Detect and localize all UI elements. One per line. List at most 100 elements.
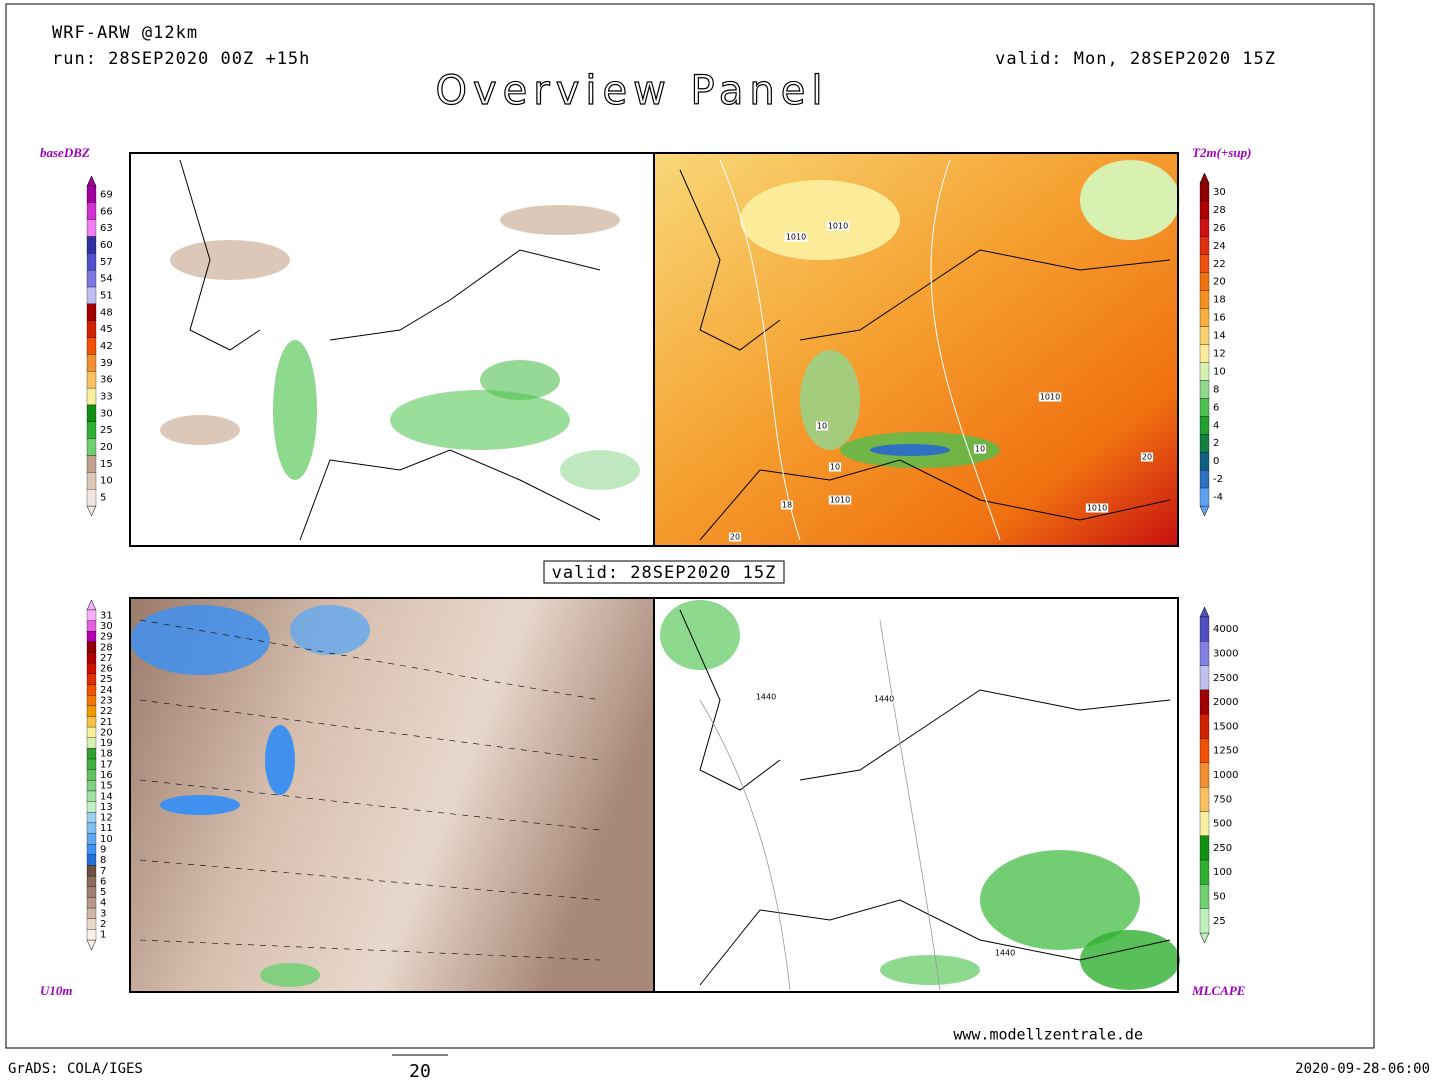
colorbar-label: 27 bbox=[100, 653, 113, 664]
colorbar-label: 10 bbox=[100, 476, 113, 487]
colorbar-swatch bbox=[86, 303, 97, 321]
colorbar-label: -4 bbox=[1213, 492, 1223, 503]
colorbar-label: 8 bbox=[1213, 384, 1219, 395]
colorbar-swatch bbox=[1199, 272, 1210, 291]
colorbar-label: 20 bbox=[100, 727, 113, 738]
colorbar-label: 18 bbox=[100, 749, 113, 760]
colorbar-label: 30 bbox=[1213, 187, 1226, 198]
colorbar-label: 33 bbox=[100, 392, 113, 403]
contour-label-bg bbox=[828, 462, 842, 472]
colorbar-swatch bbox=[86, 780, 97, 792]
colorbar-label: 100 bbox=[1213, 867, 1232, 878]
colorbar-swatch bbox=[1199, 487, 1210, 507]
colorbar-swatch bbox=[1199, 762, 1210, 788]
colorbar-label: 57 bbox=[100, 257, 113, 268]
colorbar-swatch bbox=[1199, 290, 1210, 309]
colorbar-label: 54 bbox=[100, 274, 113, 285]
site: www.modellzentrale.de bbox=[953, 1026, 1143, 1044]
center-box bbox=[543, 560, 785, 584]
colorbar-label: 66 bbox=[100, 206, 113, 217]
colorbar-label: 42 bbox=[100, 341, 113, 352]
contour-label-bg bbox=[828, 495, 852, 505]
colorbar-label: 12 bbox=[100, 813, 113, 824]
colorbar-label: 13 bbox=[100, 802, 113, 813]
colorbar-swatch bbox=[86, 865, 97, 877]
colorbar-swatch bbox=[1199, 689, 1210, 715]
contour-label: 20 bbox=[730, 533, 740, 542]
colorbar-swatch bbox=[86, 320, 97, 338]
colorbar-swatch bbox=[1199, 362, 1210, 381]
colorbar-swatch bbox=[1199, 811, 1210, 836]
colorbar-label: 36 bbox=[100, 375, 113, 386]
colorbar-swatch bbox=[1199, 182, 1210, 202]
contour-label-bg bbox=[973, 444, 987, 454]
run: run: 28SEP2020 00Z +15h bbox=[52, 49, 310, 69]
colorbar-swatch bbox=[1199, 416, 1210, 435]
colorbar-label: 18 bbox=[1213, 295, 1226, 306]
colorbar-label: 24 bbox=[100, 685, 113, 696]
colorbar-label: 4 bbox=[1213, 420, 1219, 431]
colorbar-swatch bbox=[86, 455, 97, 473]
colorbar-swatch bbox=[1199, 859, 1210, 885]
colorbar-swatch bbox=[1199, 254, 1210, 273]
colorbar-swatch bbox=[1199, 200, 1210, 220]
colorbar-label: 1 bbox=[100, 930, 106, 941]
software: GrADS: COLA/IGES bbox=[8, 1061, 143, 1077]
colorbar-swatch bbox=[86, 236, 97, 254]
colorbar-label: 2 bbox=[1213, 438, 1219, 449]
frame bbox=[5, 3, 1375, 1049]
colorbar-swatch bbox=[86, 663, 97, 675]
colorbar-swatch bbox=[86, 673, 97, 685]
colorbar-label: 29 bbox=[100, 632, 113, 643]
colorbar-label: 25 bbox=[100, 674, 113, 685]
colorbar-label: 1000 bbox=[1213, 770, 1238, 781]
dynamic-layer: baseDBZ696663605754514845423936333025201… bbox=[40, 145, 1251, 998]
contour-label: 10 bbox=[830, 463, 840, 472]
colorbar-label: 250 bbox=[1213, 843, 1232, 854]
colorbar-label: 31 bbox=[100, 610, 113, 621]
colorbar-swatch bbox=[1199, 218, 1210, 237]
colorbar-label: 51 bbox=[100, 290, 113, 301]
colorbar-label: 15 bbox=[100, 459, 113, 470]
colorbar-swatch bbox=[86, 202, 97, 220]
colorbar-label: 12 bbox=[1213, 348, 1226, 359]
map-cape bbox=[654, 598, 1180, 992]
colorbar-label: 63 bbox=[100, 223, 113, 234]
colorbar-label: 20 bbox=[1213, 277, 1226, 288]
colorbar-label: 23 bbox=[100, 695, 113, 706]
timestamp: 2020-09-28-06:00 bbox=[1295, 1061, 1430, 1077]
colorbar-label: 17 bbox=[100, 759, 113, 770]
colorbar-swatch bbox=[86, 354, 97, 372]
colorbar-label: 0 bbox=[1213, 456, 1219, 467]
contour-label-bg bbox=[993, 948, 1017, 958]
colorbar-swatch bbox=[1199, 452, 1210, 471]
colorbar-swatch bbox=[86, 854, 97, 866]
vector-scale: 20 bbox=[409, 1061, 431, 1080]
colorbar-swatch bbox=[86, 270, 97, 288]
colorbar-label: 20 bbox=[100, 442, 113, 453]
colorbar-swatch bbox=[86, 748, 97, 760]
colorbar-label: 14 bbox=[1213, 331, 1226, 342]
colorbar-label: 19 bbox=[100, 738, 113, 749]
colorbar-label: 11 bbox=[100, 823, 113, 834]
colorbar-swatch bbox=[86, 286, 97, 305]
contour-label-bg bbox=[784, 232, 808, 242]
contour-label: 1010 bbox=[1087, 504, 1107, 513]
contour-label-bg bbox=[1140, 452, 1154, 462]
panel-label: baseDBZ bbox=[40, 145, 90, 160]
colorbar-label: 21 bbox=[100, 717, 113, 728]
colorbar-label: 30 bbox=[100, 408, 113, 419]
colorbar-label: 10 bbox=[100, 834, 113, 845]
colorbar-label: 9 bbox=[100, 845, 106, 856]
colorbar-swatch bbox=[86, 438, 97, 456]
colorbar-label: 69 bbox=[100, 189, 113, 200]
colorbar-swatch bbox=[1199, 326, 1210, 345]
valid: valid: Mon, 28SEP2020 15Z bbox=[995, 49, 1276, 69]
colorbar-label: 1500 bbox=[1213, 721, 1238, 732]
colorbar-label: 16 bbox=[1213, 313, 1226, 324]
colorbar-swatch bbox=[1199, 236, 1210, 255]
colorbar-cap bbox=[1199, 932, 1210, 944]
colorbar-label: 7 bbox=[100, 866, 106, 877]
colorbar-swatch bbox=[1199, 714, 1210, 739]
